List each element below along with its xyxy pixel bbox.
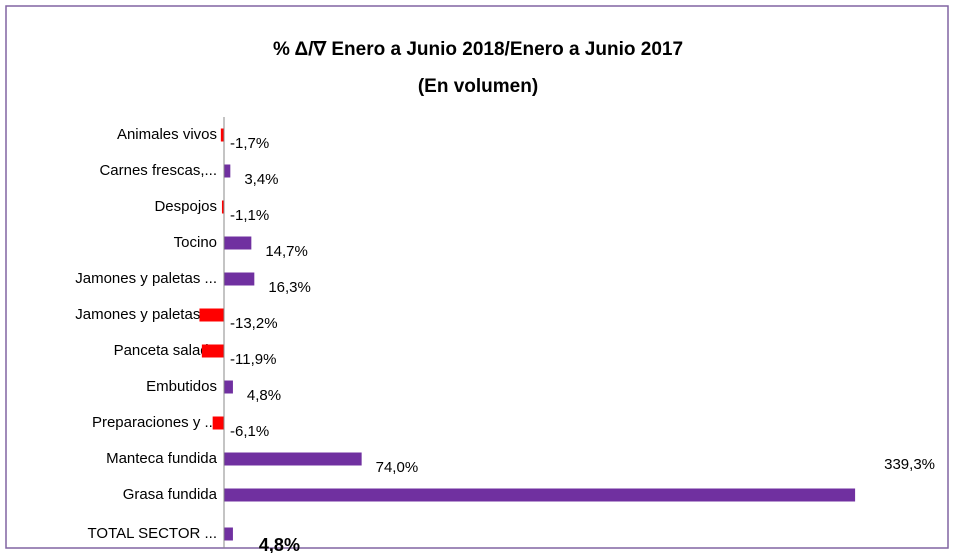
chart-title: % Δ/∇ Enero a Junio 2018/Enero a Junio 2…	[273, 39, 683, 60]
y-tick-label: Preparaciones y ...	[92, 414, 217, 431]
y-tick-label: Panceta salada	[114, 342, 218, 359]
bar	[224, 272, 255, 286]
bar	[199, 308, 224, 322]
data-label: -1,1%	[230, 207, 269, 224]
y-tick-label: Tocino	[174, 234, 217, 251]
data-label: -6,1%	[230, 423, 269, 440]
y-tick-label: TOTAL SECTOR ...	[88, 525, 217, 542]
y-tick-label: Despojos	[154, 198, 217, 215]
y-tick-label: Embutidos	[146, 378, 217, 395]
bar	[212, 416, 224, 430]
data-label: 3,4%	[244, 171, 278, 188]
data-label: -13,2%	[230, 315, 278, 332]
bar	[224, 527, 233, 541]
chart-subtitle: (En volumen)	[418, 76, 538, 97]
bar	[224, 236, 252, 250]
y-tick-label: Animales vivos	[117, 126, 217, 143]
y-tick-label: Carnes frescas,...	[99, 162, 217, 179]
bar	[224, 452, 362, 466]
bar	[224, 380, 233, 394]
y-tick-label: Jamones y paletas ...	[75, 306, 217, 323]
y-tick-label: Manteca fundida	[106, 450, 218, 467]
y-tick-label: Grasa fundida	[123, 486, 218, 503]
data-label: 4,8%	[259, 535, 300, 553]
data-label: 14,7%	[265, 243, 308, 260]
data-label: -1,7%	[230, 135, 269, 152]
data-label: -11,9%	[230, 351, 276, 368]
data-label: 16,3%	[268, 279, 311, 296]
data-label: 4,8%	[247, 387, 281, 404]
bar	[224, 164, 231, 178]
y-tick-label: Jamones y paletas ...	[75, 270, 217, 287]
chart-frame	[5, 5, 949, 549]
bar	[221, 200, 224, 214]
data-label: 74,0%	[376, 459, 419, 476]
bar	[220, 128, 224, 142]
data-label: 339,3%	[884, 456, 935, 473]
bar	[201, 344, 224, 358]
bar	[224, 488, 856, 502]
